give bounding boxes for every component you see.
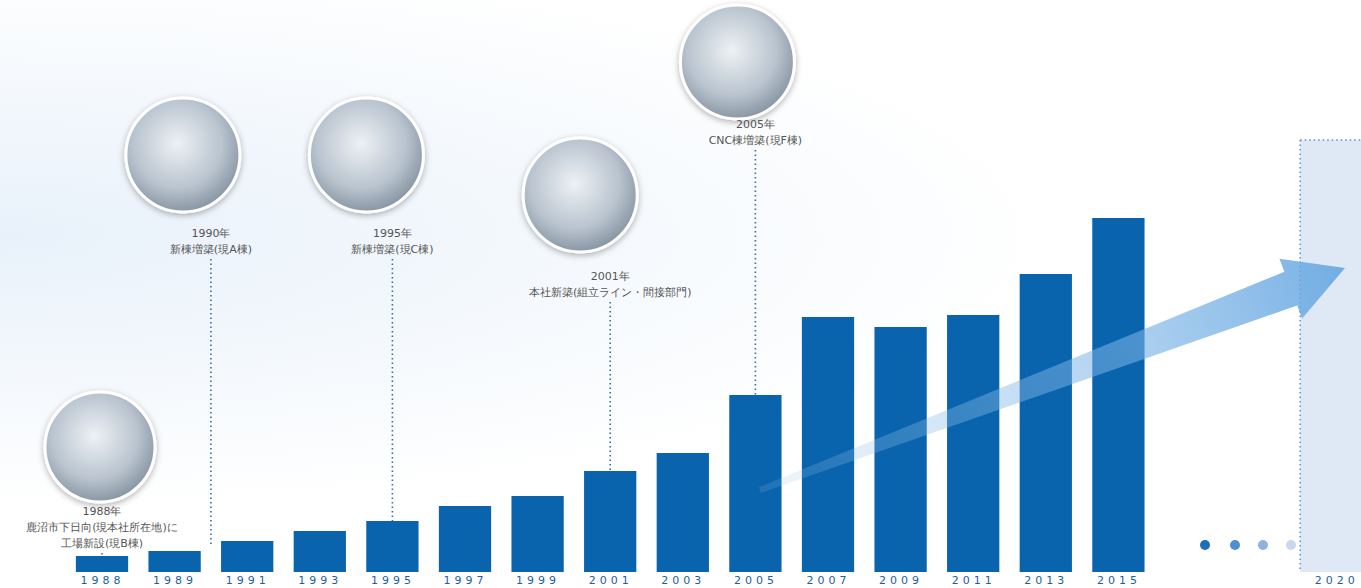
svg-text:1995: 1995 xyxy=(371,574,415,587)
svg-text:工場新設(現B棟): 工場新設(現B棟) xyxy=(61,537,143,550)
svg-text:CNC棟増築(現F棟): CNC棟増築(現F棟) xyxy=(709,134,803,147)
svg-text:2020: 2020 xyxy=(1315,574,1359,587)
svg-text:2001: 2001 xyxy=(589,574,633,587)
svg-text:2005年: 2005年 xyxy=(736,118,775,131)
svg-text:1988: 1988 xyxy=(81,574,125,587)
svg-text:本社新築(組立ライン・間接部門): 本社新築(組立ライン・間接部門) xyxy=(529,286,692,299)
svg-text:2013: 2013 xyxy=(1024,574,1068,587)
svg-text:2007: 2007 xyxy=(807,574,851,587)
svg-text:2005: 2005 xyxy=(734,574,778,587)
svg-text:2003: 2003 xyxy=(661,574,705,587)
svg-text:1990年: 1990年 xyxy=(191,227,230,240)
svg-text:1993: 1993 xyxy=(298,574,342,587)
svg-text:1991: 1991 xyxy=(226,574,270,587)
svg-text:1997: 1997 xyxy=(444,574,488,587)
svg-text:1995年: 1995年 xyxy=(373,227,412,240)
svg-text:2001年: 2001年 xyxy=(591,270,630,283)
svg-text:2015: 2015 xyxy=(1097,574,1141,587)
svg-text:2011: 2011 xyxy=(952,574,996,587)
svg-text:新棟増築(現A棟): 新棟増築(現A棟) xyxy=(170,243,252,256)
svg-text:2009: 2009 xyxy=(879,574,923,587)
svg-text:新棟増築(現C棟): 新棟増築(現C棟) xyxy=(351,243,433,256)
svg-text:1988年: 1988年 xyxy=(83,505,122,518)
svg-text:鹿沼市下日向(現本社所在地)に: 鹿沼市下日向(現本社所在地)に xyxy=(26,521,178,534)
svg-text:1989: 1989 xyxy=(153,574,197,587)
svg-text:1999: 1999 xyxy=(516,574,560,587)
